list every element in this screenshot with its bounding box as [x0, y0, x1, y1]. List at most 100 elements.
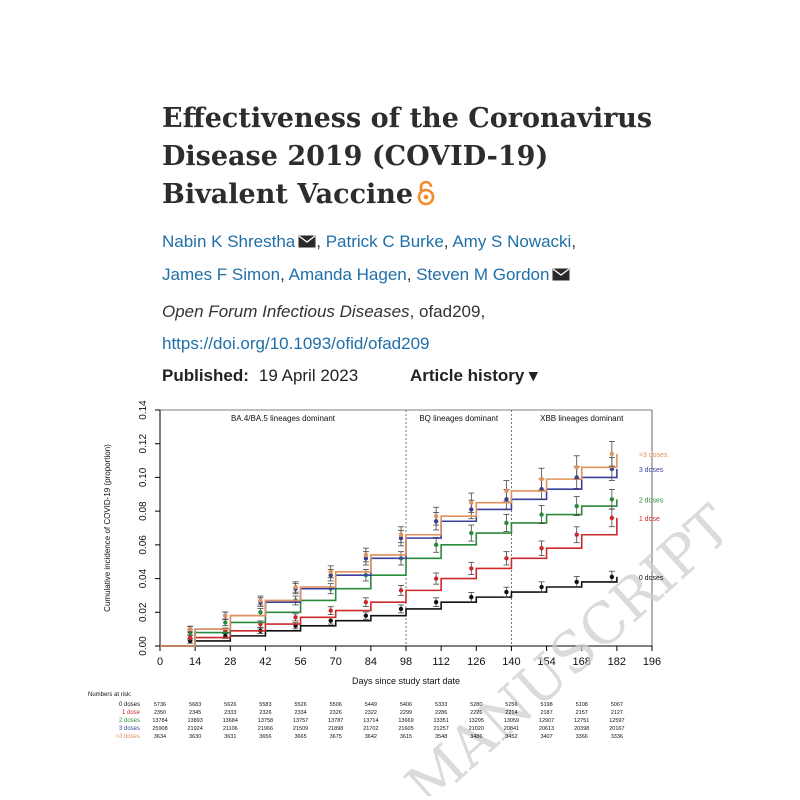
x-tick-label: 112 — [432, 656, 450, 668]
series-label: 0 doses — [639, 575, 664, 582]
at-risk-value: 21605 — [398, 726, 413, 732]
data-point — [609, 515, 615, 521]
data-point — [293, 584, 298, 590]
at-risk-value: 2334 — [294, 710, 306, 716]
manuscript-watermark: MANUSCRIPT — [394, 493, 722, 796]
at-risk-value: 2345 — [189, 710, 201, 716]
at-risk-value: 2157 — [576, 710, 588, 716]
at-risk-value: 2326 — [330, 710, 342, 716]
title-line-2: Disease 2019 (COVID-19) — [162, 141, 549, 172]
published-info: Published: 19 April 2023 — [162, 366, 358, 386]
at-risk-title: Numbers at risk: — [88, 692, 132, 698]
at-risk-value: 20398 — [574, 726, 589, 732]
data-point — [258, 598, 263, 603]
y-axis-label: Cumulative incidence of COVID-19 (propor… — [103, 444, 112, 612]
at-risk-value: 2350 — [154, 710, 166, 716]
y-tick-label: 0.10 — [138, 467, 149, 487]
data-point — [363, 552, 369, 558]
x-tick-label: 196 — [643, 656, 661, 668]
published-date: 19 April 2023 — [258, 366, 359, 385]
author-link-5[interactable]: Amanda Hagen — [288, 265, 407, 284]
y-tick-label: 0.06 — [138, 535, 149, 555]
data-point — [609, 574, 615, 580]
author-link-6[interactable]: Steven M Gordon — [416, 265, 550, 284]
data-point — [469, 566, 474, 571]
published-label: Published: — [162, 366, 249, 385]
at-risk-value: 13059 — [504, 718, 519, 724]
series-line-1 — [160, 517, 618, 647]
y-tick-label: 0.14 — [138, 400, 149, 420]
y-tick-label: 0.12 — [138, 434, 149, 454]
author-link-2[interactable]: Patrick C Burke — [325, 232, 444, 251]
data-point — [539, 512, 544, 517]
period-label: BQ lineages dominant — [419, 414, 498, 423]
at-risk-value: 13295 — [469, 718, 484, 724]
at-risk-value: 21020 — [469, 726, 484, 732]
data-point — [223, 620, 228, 625]
mail-icon[interactable] — [298, 227, 316, 259]
y-tick-label: 0.08 — [138, 501, 149, 521]
at-risk-value: 25908 — [152, 726, 167, 732]
at-risk-value: 5526 — [294, 702, 306, 708]
data-point — [574, 465, 579, 470]
data-point — [223, 613, 228, 618]
at-risk-value: 20167 — [609, 726, 624, 732]
at-risk-value: 5683 — [189, 702, 201, 708]
data-point — [187, 626, 193, 632]
at-risk-value: 5067 — [611, 702, 623, 708]
author-link-1[interactable]: Nabin K Shrestha — [162, 232, 296, 251]
at-risk-value: 3642 — [365, 734, 377, 740]
author-link-3[interactable]: Amy S Nowacki — [452, 232, 572, 251]
y-tick-label: 0.02 — [138, 602, 149, 622]
data-point — [504, 556, 509, 561]
data-point — [328, 618, 333, 623]
at-risk-value: 2326 — [259, 710, 271, 716]
at-risk-value: 2187 — [540, 710, 552, 716]
at-risk-row-label: 0 doses — [119, 702, 140, 708]
at-risk-value: 21898 — [328, 726, 343, 732]
data-point — [504, 520, 509, 526]
at-risk-value: 2226 — [470, 710, 482, 716]
at-risk-value: 21257 — [433, 726, 448, 732]
data-point — [328, 608, 333, 613]
at-risk-value: 3407 — [540, 734, 552, 740]
at-risk-value: 5108 — [576, 702, 588, 708]
mail-icon[interactable] — [552, 260, 570, 292]
at-risk-value: 3615 — [400, 734, 412, 740]
at-risk-value: 5198 — [540, 702, 552, 708]
article-history-label: Article history — [410, 366, 525, 385]
data-point — [433, 576, 439, 581]
data-point — [398, 606, 404, 612]
journal-citation: Open Forum Infectious Diseases, ofad209, — [162, 302, 485, 322]
series-line-4 — [160, 453, 618, 647]
at-risk-row-label: 1 dose — [122, 710, 141, 716]
x-tick-label: 84 — [365, 656, 377, 668]
author-link-4[interactable]: James F Simon — [162, 265, 281, 284]
y-tick-label: 0.04 — [138, 568, 149, 588]
data-point — [504, 589, 509, 595]
title-line-1: Effectiveness of the Coronavirus — [162, 103, 653, 134]
at-risk-value: 5626 — [224, 702, 236, 708]
data-point — [539, 476, 544, 482]
doi-link[interactable]: https://doi.org/10.1093/ofid/ofad209 — [162, 334, 430, 353]
series-label: >3 doses — [639, 452, 668, 459]
data-point — [469, 530, 474, 536]
data-point — [258, 610, 263, 615]
article-history-toggle[interactable]: Article history ▾ — [410, 366, 538, 386]
at-risk-value: 13758 — [258, 718, 273, 724]
data-point — [504, 488, 509, 494]
article-id: , ofad209, — [409, 302, 486, 321]
x-tick-label: 168 — [573, 656, 591, 668]
at-risk-value: 2322 — [365, 710, 377, 716]
x-tick-label: 98 — [400, 656, 412, 668]
at-risk-value: 21924 — [187, 726, 202, 732]
at-risk-value: 2286 — [435, 710, 447, 716]
at-risk-value: 3630 — [189, 734, 201, 740]
at-risk-value: 5256 — [505, 702, 517, 708]
at-risk-value: 3675 — [330, 734, 342, 740]
at-risk-value: 5736 — [154, 702, 166, 708]
x-axis-label: Days since study start date — [352, 676, 460, 686]
data-point — [609, 451, 615, 457]
at-risk-value: 3452 — [505, 734, 517, 740]
x-tick-label: 14 — [189, 656, 201, 668]
